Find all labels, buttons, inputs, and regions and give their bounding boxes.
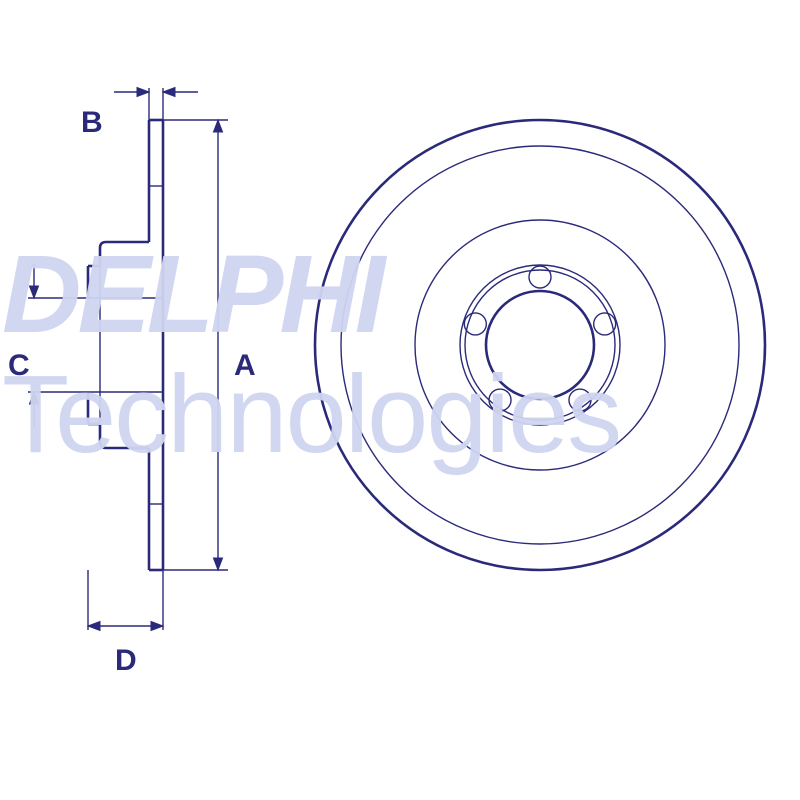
technical-drawing: A B C D [0,0,800,800]
dimension-label-b: B [81,106,103,139]
dimension-label-d: D [115,644,137,677]
dimension-label-c: C [8,349,30,382]
dimension-label-a: A [234,349,256,382]
